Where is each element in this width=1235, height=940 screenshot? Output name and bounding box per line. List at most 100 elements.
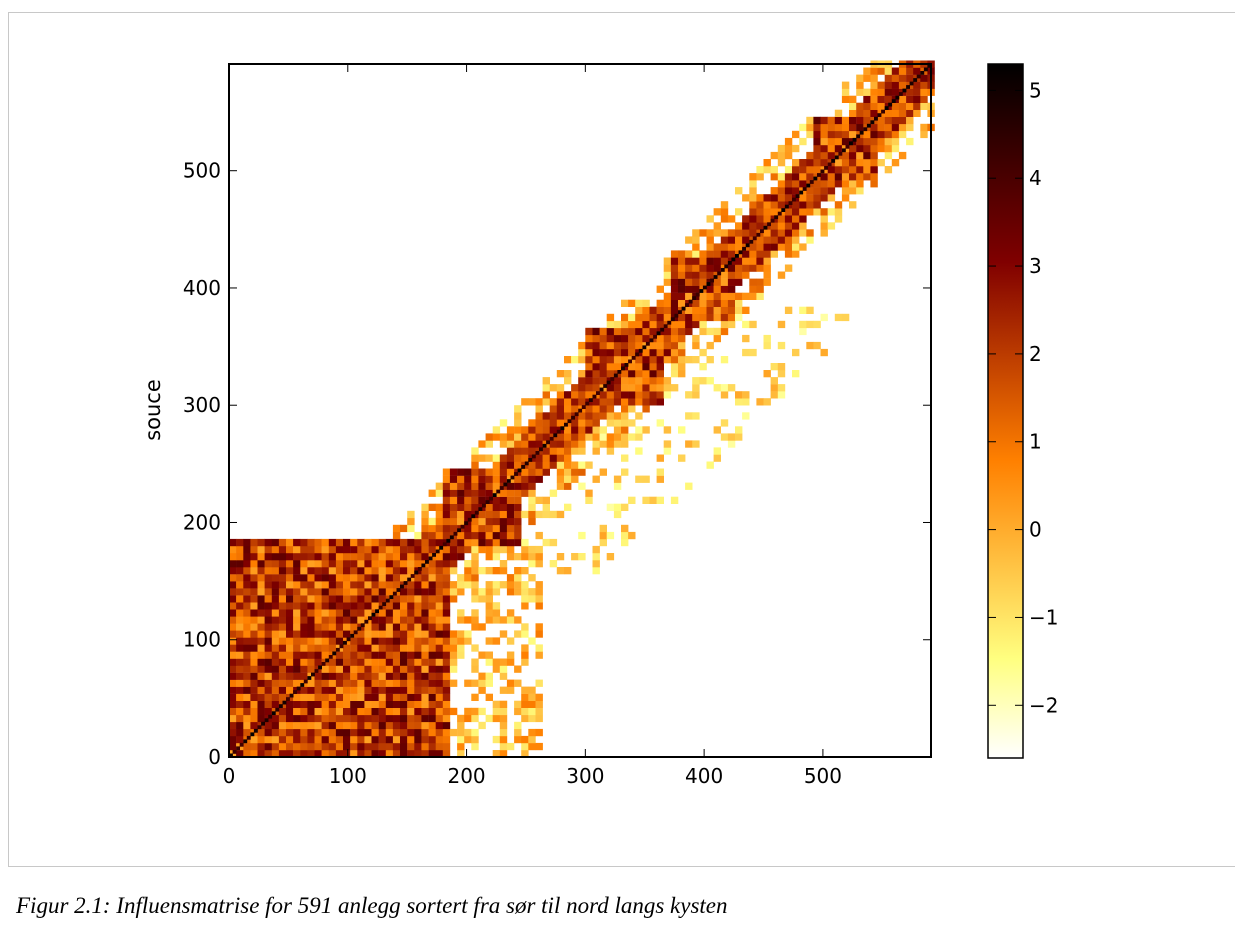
heatmap-cell: [678, 313, 686, 322]
heatmap-cell: [585, 363, 593, 371]
heatmap-cell: [770, 391, 778, 399]
heatmap-cell: [371, 658, 379, 666]
heatmap-cell: [485, 503, 493, 511]
heatmap-cell: [307, 574, 315, 582]
heatmap-cell: [464, 503, 472, 511]
colorbar-tick-label: 1: [1029, 430, 1042, 454]
heatmap-cell: [328, 553, 337, 561]
heatmap-cell: [335, 588, 344, 596]
heatmap-cell: [278, 721, 287, 730]
heatmap-cell: [278, 735, 287, 744]
heatmap-cell: [521, 602, 529, 610]
diagonal-cell: [236, 746, 240, 751]
heatmap-cell: [884, 123, 893, 132]
diagonal-cell: [628, 359, 632, 364]
heatmap-cell: [378, 637, 387, 645]
diagonal-cell: [571, 415, 575, 420]
heatmap-cell: [792, 250, 800, 258]
heatmap-cell: [599, 327, 607, 336]
heatmap-cell: [264, 545, 272, 554]
heatmap-cell: [264, 644, 272, 652]
heatmap-cell: [229, 560, 237, 568]
heatmap-cell: [913, 88, 921, 96]
diagonal-cell: [549, 436, 554, 441]
diagonal-cell: [268, 714, 273, 719]
heatmap-cell: [321, 693, 329, 701]
heatmap-cell: [621, 370, 629, 378]
heatmap-cell: [849, 144, 857, 153]
heatmap-cell: [827, 208, 836, 216]
heatmap-cell: [442, 665, 451, 673]
heatmap-cell: [407, 545, 415, 554]
heatmap-cell: [720, 433, 729, 441]
diagonal-cell: [325, 658, 330, 663]
heatmap-cell: [528, 419, 536, 427]
heatmap-cell: [492, 433, 501, 441]
heatmap-cell: [628, 531, 636, 540]
heatmap-cell: [343, 707, 351, 716]
heatmap-cell: [457, 482, 465, 490]
heatmap-cell: [321, 602, 329, 610]
heatmap-cell: [770, 208, 778, 216]
heatmap-cell: [442, 651, 451, 659]
heatmap-cell: [528, 728, 536, 737]
heatmap-cell: [756, 292, 764, 300]
heatmap-cell: [678, 299, 686, 307]
heatmap-cell: [877, 81, 885, 89]
heatmap-cell: [777, 236, 786, 244]
heatmap-cell: [335, 545, 344, 554]
diagonal-cell: [261, 721, 265, 726]
heatmap-cell: [364, 595, 372, 603]
heatmap-cell: [350, 700, 358, 708]
heatmap-cell: [549, 510, 558, 519]
diagonal-cell: [446, 538, 451, 543]
heatmap-cell: [371, 595, 379, 603]
heatmap-cell: [556, 419, 565, 427]
heatmap-cell: [621, 468, 629, 476]
heatmap-cell: [257, 616, 265, 624]
heatmap-cell: [777, 243, 786, 251]
heatmap-cell: [350, 679, 358, 687]
heatmap-cell: [663, 264, 672, 272]
heatmap-cell: [756, 278, 764, 286]
heatmap-cell: [321, 728, 329, 737]
heatmap-cell: [585, 334, 593, 343]
heatmap-cell: [528, 475, 536, 483]
heatmap-cell: [357, 728, 365, 737]
heatmap-cell: [806, 187, 814, 195]
heatmap-cell: [663, 271, 672, 279]
heatmap-cell: [635, 391, 643, 399]
heatmap-cell: [856, 116, 864, 125]
heatmap-cell: [499, 517, 508, 526]
heatmap-cell: [364, 679, 372, 687]
heatmap-cell: [856, 81, 864, 89]
heatmap-cell: [763, 278, 771, 286]
heatmap-cell: [385, 693, 394, 701]
diagonal-cell: [246, 735, 251, 740]
heatmap-cell: [485, 454, 493, 462]
colorbar-tick-label: 2: [1029, 342, 1042, 366]
heatmap-cell: [350, 651, 358, 659]
heatmap-cell: [649, 370, 657, 378]
heatmap-cell: [471, 553, 479, 561]
heatmap-cell: [442, 721, 451, 730]
heatmap-cell: [514, 503, 522, 511]
heatmap-cell: [692, 356, 700, 364]
heatmap-cell: [371, 707, 379, 716]
heatmap-cell: [286, 735, 294, 744]
heatmap-cell: [735, 313, 743, 322]
heatmap-cell: [407, 567, 415, 575]
heatmap-cell: [635, 447, 643, 455]
heatmap-cell: [913, 102, 921, 110]
heatmap-cell: [699, 229, 707, 237]
heatmap-cell: [328, 560, 337, 568]
heatmap-cell: [328, 602, 337, 610]
heatmap-cell: [257, 714, 265, 723]
heatmap-cell: [343, 602, 351, 610]
diagonal-cell: [923, 67, 928, 72]
heatmap-cell: [435, 630, 444, 638]
heatmap-cell: [364, 665, 372, 673]
heatmap-cell: [300, 672, 308, 680]
heatmap-cell: [286, 750, 294, 758]
heatmap-cell: [742, 194, 750, 202]
